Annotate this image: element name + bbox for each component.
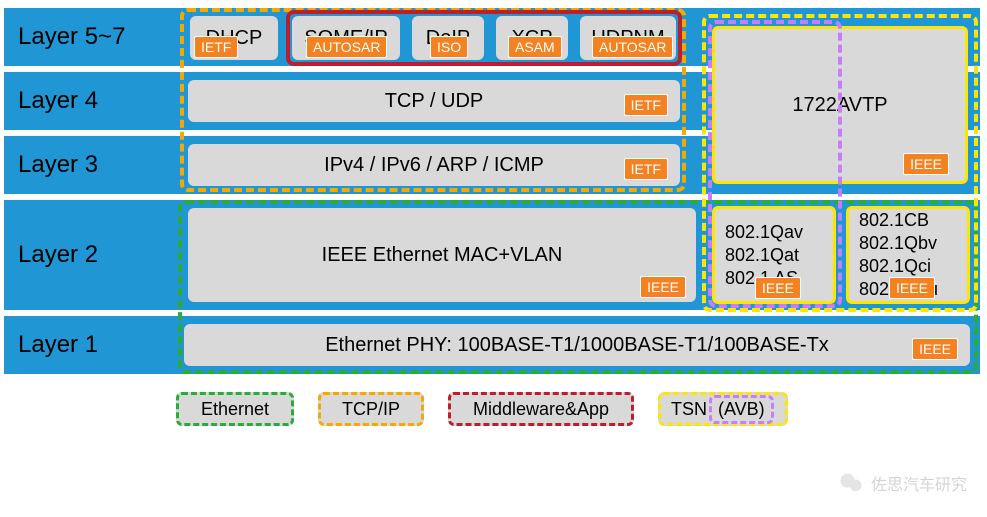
badge-dhcp: IETF [194, 36, 238, 58]
layer-label-l2: Layer 2 [4, 200, 174, 310]
protocol-qav-line-1: 802.1Qat [725, 245, 799, 266]
protocol-cb: 802.1CB802.1Qbv802.1Qci802.1QbuIEEE [846, 206, 970, 304]
protocol-qav: 802.1Qav802.1Qat802.1 ASIEEE [712, 206, 836, 304]
badge-tcpudp: IETF [624, 94, 668, 116]
protocol-qav-line-0: 802.1Qav [725, 222, 803, 243]
protocol-avtp-label: 1722AVTP [792, 94, 887, 117]
protocol-dhcp: DHCPIETF [190, 16, 278, 60]
badge-ipv: IETF [624, 158, 668, 180]
badge-phy: IEEE [912, 338, 958, 360]
legend-tcpip: TCP/IP [318, 392, 424, 426]
wechat-icon [837, 469, 865, 497]
protocol-avtp: 1722AVTP IEEE [712, 26, 968, 184]
badge-xcp: ASAM [508, 36, 562, 58]
protocol-cb-line-2: 802.1Qci [859, 256, 931, 277]
layer-label-l1: Layer 1 [4, 316, 174, 374]
protocol-macvlan-label: IEEE Ethernet MAC+VLAN [322, 244, 563, 267]
protocol-phy: Ethernet PHY: 100BASE-T1/1000BASE-T1/100… [184, 324, 970, 366]
legend-tsn: TSN(AVB) [658, 392, 788, 426]
protocol-ipv-label: IPv4 / IPv6 / ARP / ICMP [324, 154, 544, 177]
badge-qav: IEEE [755, 277, 801, 299]
badge-someip: AUTOSAR [306, 36, 387, 58]
protocol-cb-line-0: 802.1CB [859, 210, 929, 231]
protocol-macvlan: IEEE Ethernet MAC+VLAN IEEE [188, 208, 696, 302]
protocol-cb-line-1: 802.1Qbv [859, 233, 937, 254]
protocol-phy-label: Ethernet PHY: 100BASE-T1/1000BASE-T1/100… [325, 334, 829, 357]
legend-mw: Middleware&App [448, 392, 634, 426]
badge-doip: ISO [430, 36, 468, 58]
layer-label-l3: Layer 3 [4, 136, 174, 194]
badge-macvlan: IEEE [640, 276, 686, 298]
layer-label-l4: Layer 4 [4, 72, 174, 130]
watermark: 佐思汽车研究 [837, 469, 967, 497]
protocol-someip: SOME/IPAUTOSAR [292, 16, 400, 60]
badge-avtp: IEEE [903, 153, 949, 175]
protocol-tcpudp-label: TCP / UDP [385, 90, 484, 113]
badge-udpnm: AUTOSAR [592, 36, 673, 58]
badge-cb: IEEE [889, 277, 935, 299]
protocol-tcpudp: TCP / UDP IETF [188, 80, 680, 122]
protocol-udpnm: UDPNMAUTOSAR [580, 16, 676, 60]
protocol-xcp: XCPASAM [496, 16, 568, 60]
protocol-doip: DoIPISO [412, 16, 484, 60]
layer-label-l57: Layer 5~7 [4, 8, 174, 66]
protocol-ipv: IPv4 / IPv6 / ARP / ICMP IETF [188, 144, 680, 186]
legend-avb: (AVB) [709, 395, 774, 424]
legend-ethernet: Ethernet [176, 392, 294, 426]
